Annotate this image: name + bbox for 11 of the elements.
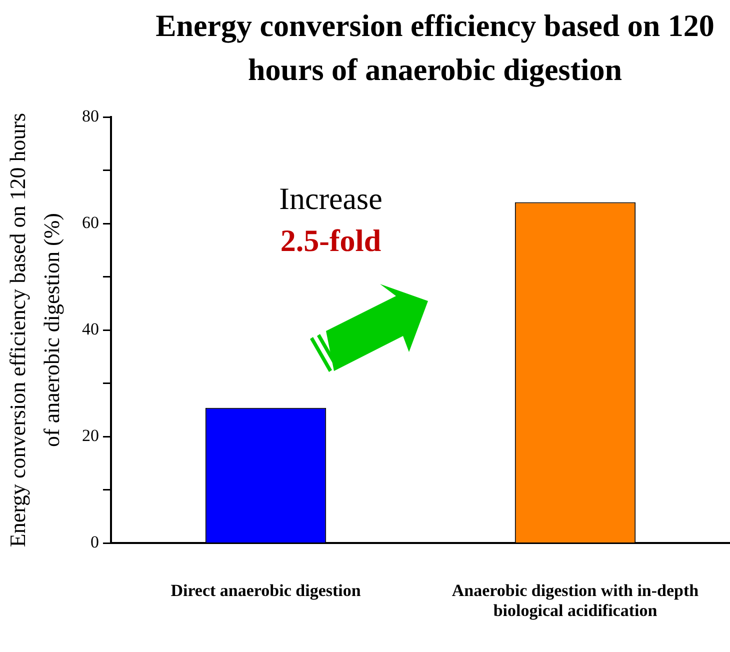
x-tick-label: Anaerobic digestion with in-depth biological acidification: [452, 580, 700, 620]
y-tick-label: 40: [82, 320, 99, 339]
annotation: 2.5-fold: [280, 223, 382, 258]
y-tick-label: 60: [82, 213, 99, 232]
y-tick-label: 0: [90, 532, 99, 552]
annotation: Increase: [279, 181, 382, 216]
x-tick-label: Direct anaerobic digestion: [170, 580, 362, 600]
y-tick-label: 80: [82, 106, 99, 126]
chart-title: Energy conversion efficiency based on 120 hours of anaerobic digestion: [154, 7, 716, 89]
y-axis-title: Energy conversion efficiency based on 120 hours of anaerobic digestion (%): [4, 112, 65, 550]
y-tick-label: 20: [82, 426, 99, 446]
